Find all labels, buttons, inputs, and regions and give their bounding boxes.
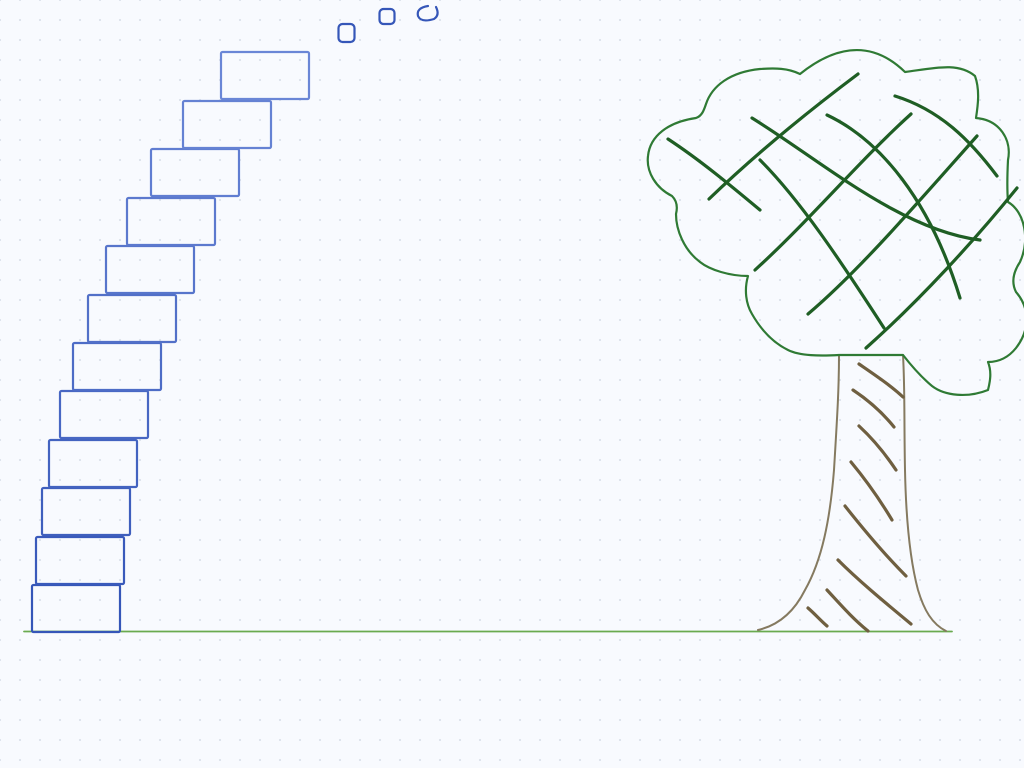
stair-block <box>219 50 311 101</box>
trunk-hatch-stroke <box>836 558 913 626</box>
canopy-hatch-stroke <box>707 72 860 201</box>
trunk-hatch-stroke <box>825 588 870 633</box>
canopy-hatch-stroke <box>864 186 1019 350</box>
block-staircase <box>30 50 311 634</box>
stair-block <box>40 486 132 537</box>
canopy-hatch-stroke <box>806 134 979 316</box>
trunk-left-outline <box>757 354 840 631</box>
trunk-hatch-stroke <box>806 606 829 628</box>
canopy-hatch-stroke <box>825 113 962 300</box>
trunk-hatch-stroke <box>857 362 905 399</box>
canopy-hatch-stroke <box>758 158 886 330</box>
canopy-hatch-stroke <box>753 112 913 272</box>
stair-block <box>181 99 273 150</box>
trunk-hatch-stroke <box>857 424 898 472</box>
stair-block <box>30 583 122 634</box>
stair-block <box>86 293 178 344</box>
trunk-hatching <box>806 362 913 633</box>
canopy-hatch-stroke <box>893 94 999 178</box>
stair-block <box>58 389 150 440</box>
stair-block <box>71 341 163 392</box>
tree <box>646 49 1024 633</box>
canopy-outline <box>646 49 1024 396</box>
stair-block <box>104 244 196 295</box>
trailing-mark <box>378 7 396 26</box>
stair-block <box>149 147 241 198</box>
canopy-hatch-stroke <box>666 137 762 212</box>
stair-block <box>125 196 217 247</box>
trunk-hatch-stroke <box>849 460 894 522</box>
stair-block <box>47 438 139 489</box>
trunk-hatch-stroke <box>851 388 896 429</box>
stair-block <box>34 535 126 586</box>
canopy-hatch-stroke <box>750 116 982 242</box>
trailing-mark <box>416 4 439 22</box>
trunk-hatch-stroke <box>843 504 908 578</box>
trailing-marks <box>337 4 439 44</box>
trailing-mark <box>337 22 356 44</box>
canopy-hatching <box>666 72 1019 350</box>
trunk-right-outline <box>902 354 947 632</box>
tree-trunk <box>757 354 947 632</box>
